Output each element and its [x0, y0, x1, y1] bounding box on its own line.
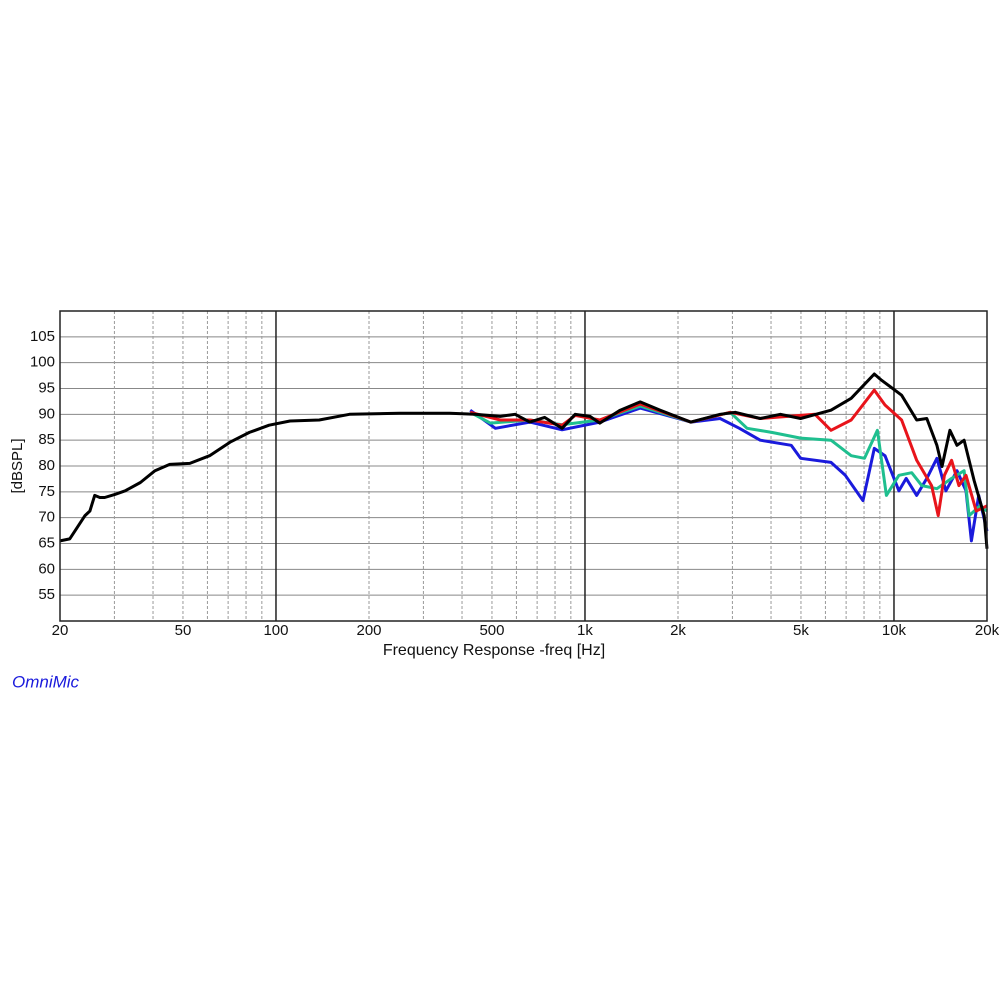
x-tick-label: 200: [356, 622, 381, 639]
series-line: [469, 406, 989, 543]
y-tick-label: 95: [38, 379, 55, 396]
y-tick-label: 85: [38, 431, 55, 448]
brand-label: OmniMic: [12, 672, 80, 691]
x-tick-label: 5k: [793, 622, 809, 639]
x-tick-label: 1k: [577, 622, 593, 639]
x-tick-label: 100: [263, 622, 288, 639]
y-tick-label: 90: [38, 405, 55, 422]
x-tick-label: 2k: [670, 622, 686, 639]
y-tick-label: 80: [38, 457, 55, 474]
x-tick-label: 10k: [882, 622, 907, 639]
y-tick-label: 65: [38, 534, 55, 551]
y-axis-label: [dBSPL]: [9, 438, 26, 493]
y-tick-label: 100: [30, 354, 55, 371]
x-tick-label: 500: [479, 622, 504, 639]
plot-frame: [59, 310, 988, 622]
grid: [59, 311, 988, 621]
y-tick-label: 105: [30, 328, 55, 345]
y-tick-label: 55: [38, 586, 55, 603]
series-line: [59, 372, 989, 549]
y-tick-label: 60: [38, 560, 55, 577]
x-tick-label: 20: [52, 622, 69, 639]
y-tick-label: 75: [38, 483, 55, 500]
y-tick-label: 70: [38, 509, 55, 526]
x-axis-label: Frequency Response -freq [Hz]: [383, 642, 605, 659]
x-tick-label: 20k: [975, 622, 1000, 639]
lines: [59, 372, 989, 549]
x-tick-label: 50: [175, 622, 192, 639]
